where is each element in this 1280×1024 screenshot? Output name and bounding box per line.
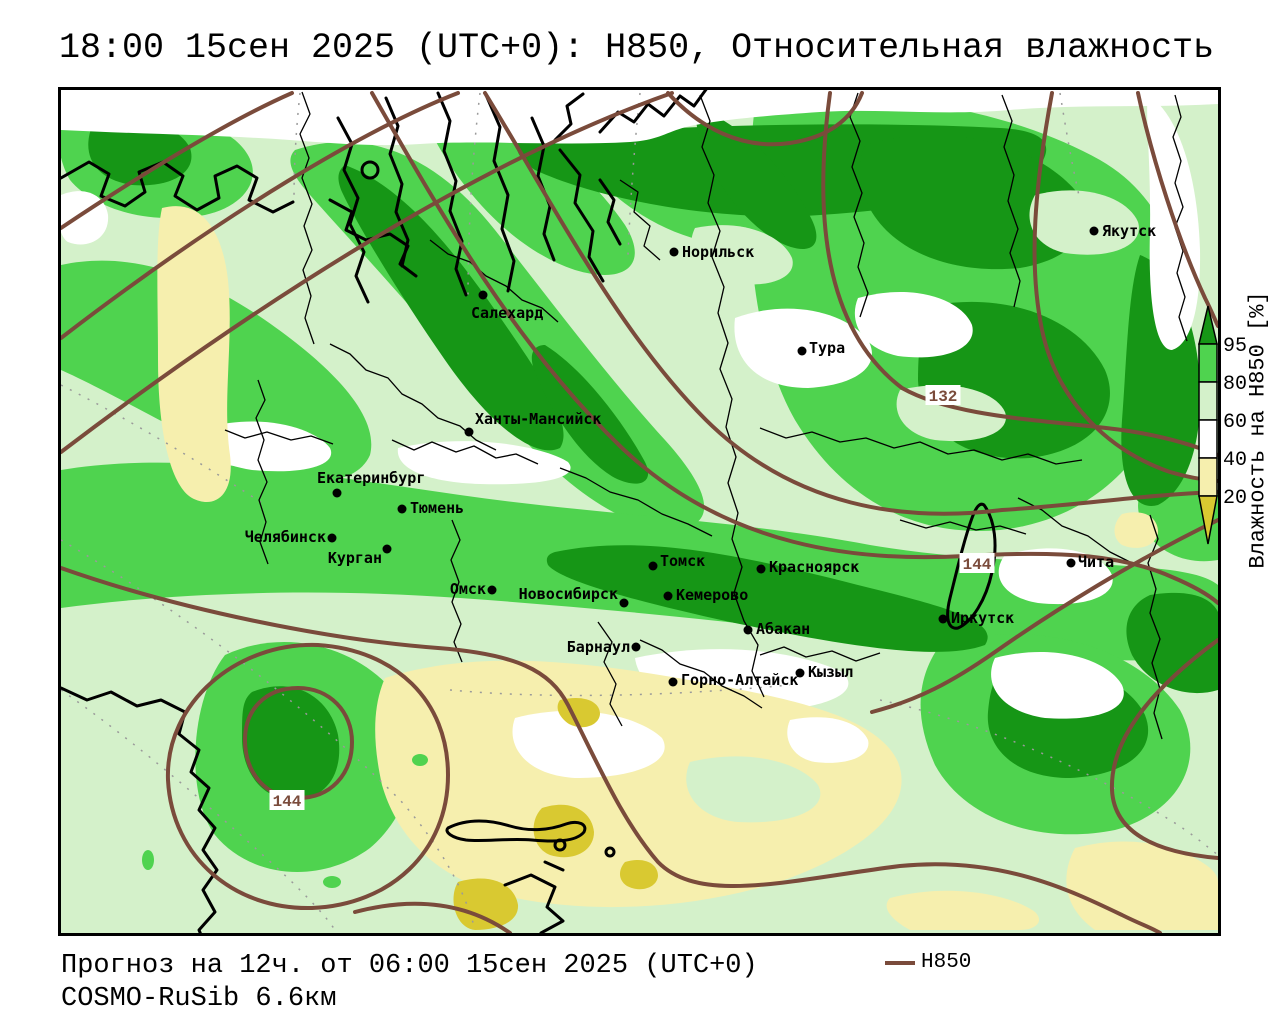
city-dot bbox=[663, 591, 673, 601]
city-label: Норильск bbox=[682, 243, 754, 261]
contour-label: 144 bbox=[273, 793, 302, 811]
contour-label: 132 bbox=[929, 388, 958, 406]
city-markers: Норильск Якутск Салехард Тура Ханты-Мансийск… bbox=[245, 222, 1156, 689]
city-dot bbox=[938, 614, 948, 624]
h850-line-swatch bbox=[885, 960, 915, 965]
city-dot bbox=[1066, 558, 1076, 568]
city-label: Ханты-Мансийск bbox=[475, 410, 601, 428]
city-dot bbox=[478, 290, 488, 300]
admin-borders bbox=[224, 91, 1188, 740]
forecast-info-line: Прогноз на 12ч. от 06:00 15сен 2025 (UTC… bbox=[61, 951, 758, 981]
city-dot bbox=[332, 488, 342, 498]
city-dot bbox=[327, 533, 337, 543]
city-label: Салехард bbox=[471, 304, 543, 322]
colorbar-axis-label: Влажность на H850 [%] bbox=[1245, 291, 1271, 569]
city-label: Горно-Алтайск bbox=[681, 671, 798, 689]
city-label: Якутск bbox=[1102, 222, 1156, 240]
city-label: Челябинск bbox=[245, 528, 326, 546]
contour-labels: 132 144 144 bbox=[269, 385, 995, 811]
city-label: Тюмень bbox=[410, 499, 464, 517]
city-label: Барнаул bbox=[567, 638, 630, 656]
colorbar-tick-label: 40 bbox=[1223, 449, 1247, 472]
city-dot bbox=[1089, 226, 1099, 236]
colorbar-segment bbox=[1198, 419, 1218, 459]
contour-label-box bbox=[269, 790, 305, 810]
contour-label-box bbox=[959, 553, 995, 573]
city-dot bbox=[648, 561, 658, 571]
colorbar-tick-label: 80 bbox=[1223, 373, 1247, 396]
city-dot bbox=[795, 668, 805, 678]
contour-label: 144 bbox=[963, 556, 992, 574]
colorbar-segment bbox=[1198, 381, 1218, 421]
city-dot bbox=[756, 564, 766, 574]
colorbar-segment bbox=[1198, 457, 1218, 497]
model-info-line: COSMO-RuSib 6.6км bbox=[61, 984, 337, 1014]
colorbar-segment bbox=[1198, 495, 1218, 545]
colorbar-tick-label: 95 bbox=[1223, 335, 1247, 358]
page-title: 18:00 15сен 2025 (UTC+0): H850, Относите… bbox=[59, 28, 1215, 68]
city-dot bbox=[619, 598, 629, 608]
city-dot bbox=[631, 642, 641, 652]
humidity-map: 132 144 144 Норильск Якутск Салехард Тура Хант… bbox=[61, 90, 1218, 933]
city-dot bbox=[382, 544, 392, 554]
city-dot bbox=[668, 677, 678, 687]
height-contours bbox=[61, 91, 1218, 933]
city-label: Красноярск bbox=[769, 558, 859, 576]
humidity-colorbar: 95 80 60 40 20 bbox=[1198, 305, 1247, 545]
colorbar-segment bbox=[1198, 305, 1218, 345]
city-label: Кызыл bbox=[808, 663, 853, 681]
city-label: Омск bbox=[450, 580, 486, 598]
colorbar-tick-label: 60 bbox=[1223, 411, 1247, 434]
city-label: Тура bbox=[809, 339, 845, 357]
city-dot bbox=[669, 247, 679, 257]
city-dot bbox=[797, 346, 807, 356]
colorbar-segment bbox=[1198, 343, 1218, 383]
city-label: Кемерово bbox=[676, 586, 748, 604]
city-label: Екатеринбург bbox=[317, 469, 425, 487]
city-label: Новосибирск bbox=[519, 585, 618, 603]
city-label: Абакан bbox=[756, 620, 810, 638]
city-label: Иркутск bbox=[951, 609, 1014, 627]
map-frame: 132 144 144 Норильск Якутск Салехард Тура Хант… bbox=[58, 87, 1221, 936]
city-label: Томск bbox=[660, 552, 705, 570]
city-dot bbox=[487, 585, 497, 595]
city-dot bbox=[397, 504, 407, 514]
city-dot bbox=[464, 427, 474, 437]
city-dot bbox=[743, 625, 753, 635]
city-label: Курган bbox=[328, 549, 382, 567]
city-label: Чита bbox=[1078, 553, 1114, 571]
h850-legend-label: H850 bbox=[921, 951, 972, 974]
colorbar-tick-label: 20 bbox=[1223, 487, 1247, 510]
contour-label-box bbox=[925, 385, 961, 405]
graticule-lines bbox=[61, 92, 1218, 931]
contour-legend: H850 bbox=[885, 951, 971, 974]
